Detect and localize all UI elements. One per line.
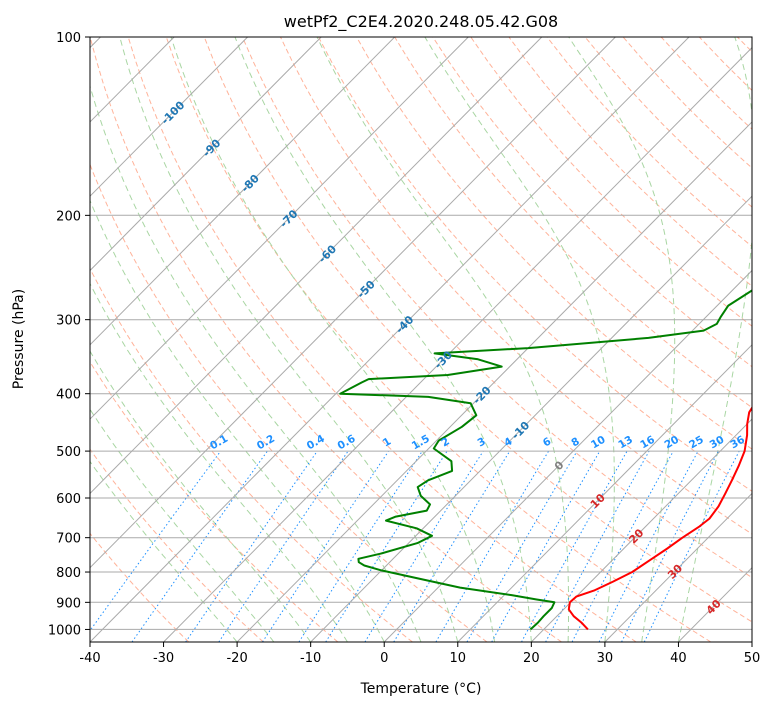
dry-adiabat-line [90,448,264,642]
y-tick-label: 700 [56,532,81,547]
sounding-profiles [339,289,752,631]
chart-title: wetPf2_C2E4.2020.248.05.42.G08 [284,12,558,32]
dry-adiabat-line [90,163,488,642]
y-tick-label: 100 [56,31,81,46]
moist-adiabat-line [316,37,570,642]
x-tick-label: 10 [450,651,467,666]
moist-adiabat-line [119,37,459,642]
moist-adiabat-line [90,408,275,642]
dry-adiabat-line [203,37,752,623]
plot-frame [89,36,753,643]
mixing-ratio-line [364,450,484,642]
y-tick-label: 900 [56,596,81,611]
x-tick-label: 40 [670,651,687,666]
isotherm-line [90,37,690,642]
isotherm-line [90,37,616,569]
mixing-ratio-line [262,450,390,642]
isotherm-line [90,37,248,197]
dry-adiabat-line [470,37,752,327]
x-tick-label: 0 [380,651,388,666]
y-tick-label: 800 [56,566,81,581]
isotherm-line [457,344,752,642]
x-tick-label: 30 [597,651,614,666]
isotherm-line [383,269,752,642]
isotherm-line [604,492,752,642]
mixing-ratio-line [643,450,740,642]
dry-adiabat-line [165,37,712,642]
y-tick-label: 600 [56,492,81,507]
x-tick-label: 50 [744,651,761,666]
mixing-ratio-line [90,450,222,632]
dry-adiabat-line [356,37,752,450]
moist-adiabat-line [677,37,752,642]
background-lines [90,37,752,642]
axes: -40 -30 -20 -10 0 10 20 30 40 50 100 200 300 400 500 60… [48,31,760,666]
y-axis-label: Pressure (hPa) [11,289,27,389]
mixing-ratio-line [571,450,674,642]
mixing-ratio-line [185,450,318,642]
dry-adiabat-line [90,267,413,642]
moist-adiabat-line [170,37,496,642]
dry-adiabat-line [90,532,190,642]
dry-adiabat-line [127,37,637,642]
isotherm-line [530,418,752,642]
moist-adiabat-line [90,199,385,642]
dry-adiabat-line [432,37,752,368]
dry-adiabat-line [280,37,752,535]
x-tick-label: -40 [79,651,100,666]
x-tick-label: 20 [523,651,540,666]
moist-adiabat-line [424,37,615,642]
y-tick-label: 300 [56,314,81,329]
mixing-ratio-line [298,450,423,642]
mixing-ratio-line [218,450,349,642]
dry-adiabat-line [318,37,752,492]
mixing-ratio-line [325,450,448,642]
isotherm-line [90,37,543,495]
x-tick-label: -20 [226,651,247,666]
dry-adiabat-line [90,37,562,642]
x-axis-label: Temperature (°C) [360,681,482,697]
moist-adiabat-line [90,460,238,642]
isotherm-line [90,37,322,272]
y-tick-label: 1000 [48,623,81,638]
moist-adiabat-line [568,37,676,642]
y-tick-label: 200 [56,209,81,224]
isotherm-line [90,37,469,420]
mixing-ratio-line [393,450,511,642]
isotherm-line [310,195,752,642]
y-tick-label: 500 [56,445,81,460]
isotherm-line [90,37,396,346]
dewpoint-profile-line [339,289,752,631]
moist-adiabat-line [234,37,532,642]
moist-adiabat-line [90,84,422,642]
mixing-ratio-line [521,450,628,642]
moist-adiabat-line [90,282,348,642]
isotherm-line [163,46,752,642]
x-tick-label: -10 [300,651,321,666]
temperature-profile-line [567,405,752,631]
y-tick-label: 400 [56,388,81,403]
x-tick-label: -30 [153,651,174,666]
mixing-ratio-line [545,450,650,642]
isotherm-line [236,121,752,642]
mixing-ratio-line [621,450,719,642]
